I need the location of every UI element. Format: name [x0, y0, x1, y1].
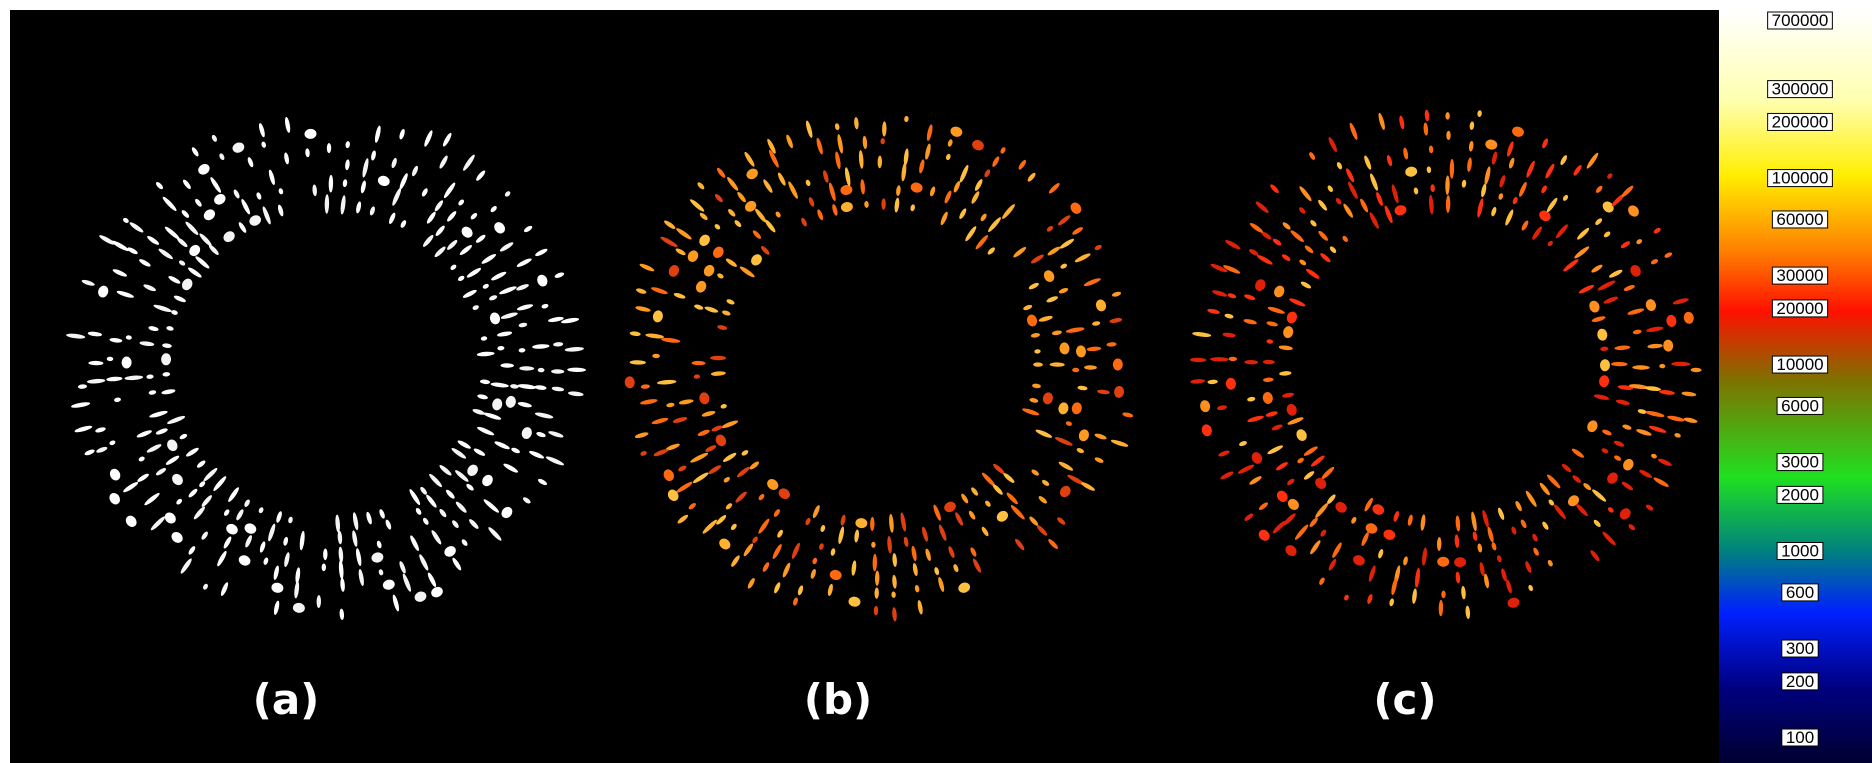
tick-label: 2000 — [1781, 485, 1819, 504]
tick-label: 200000 — [1772, 112, 1829, 131]
tick-label: 100 — [1786, 728, 1814, 747]
tick-label: 30000 — [1776, 266, 1823, 285]
tick-label: 60000 — [1776, 210, 1823, 229]
tick-label: 20000 — [1776, 299, 1823, 318]
tick-label: 10000 — [1776, 355, 1823, 374]
panel-label: (c) — [1373, 675, 1436, 724]
tick-label: 300000 — [1772, 80, 1829, 99]
tick-label: 600 — [1786, 583, 1814, 602]
tick-label: 6000 — [1781, 396, 1819, 415]
tick-label: 300 — [1786, 639, 1814, 658]
tick-label: 200 — [1786, 672, 1814, 691]
tick-label: 700000 — [1772, 11, 1829, 30]
figure: (a) (b) (c) 700000 300000 200000 100000 60000 30… — [0, 0, 1872, 763]
tick-label: 1000 — [1781, 542, 1819, 561]
tick-label: 3000 — [1781, 453, 1819, 472]
image-area — [10, 10, 1719, 763]
tick-label: 100000 — [1772, 169, 1829, 188]
panel-label: (b) — [804, 675, 872, 724]
panel-label: (a) — [253, 675, 320, 724]
